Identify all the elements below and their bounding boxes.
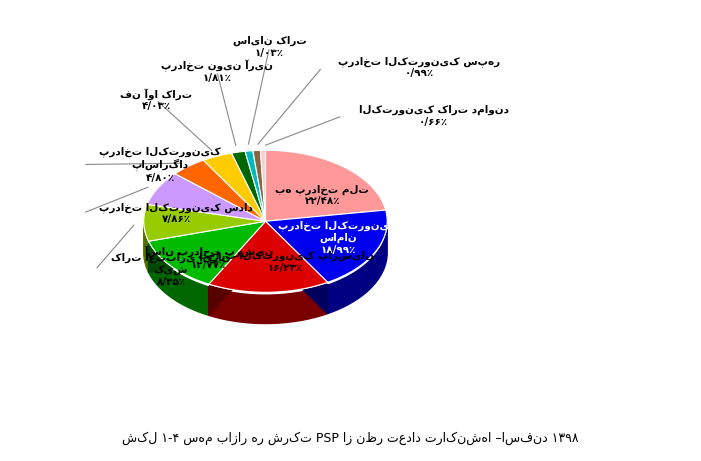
Polygon shape — [245, 151, 266, 221]
Polygon shape — [266, 210, 387, 282]
Polygon shape — [209, 221, 327, 292]
Polygon shape — [175, 160, 266, 221]
Polygon shape — [144, 225, 149, 272]
Polygon shape — [144, 204, 266, 241]
Text: پرداخت نوین آرین
۱/۸۱٪: پرداخت نوین آرین ۱/۸۱٪ — [161, 59, 273, 83]
Polygon shape — [149, 221, 266, 284]
Text: به پرداخت ملت
۲۲/۴۸٪: به پرداخت ملت ۲۲/۴۸٪ — [275, 183, 369, 206]
Polygon shape — [261, 150, 266, 221]
Text: تجارت الکترونیک پارسیان
۱۶/۲۳٪: تجارت الکترونیک پارسیان ۱۶/۲۳٪ — [198, 251, 374, 273]
Polygon shape — [266, 150, 386, 221]
Polygon shape — [266, 150, 386, 221]
Polygon shape — [144, 204, 266, 241]
Text: شکل ۱-۴ سهم بازار هر شرکت PSP از نظر تعداد تراکنش‌ها –اسفند ۱۳۹۸: شکل ۱-۴ سهم بازار هر شرکت PSP از نظر تعد… — [122, 431, 579, 445]
Polygon shape — [231, 151, 266, 221]
Polygon shape — [266, 210, 387, 282]
Text: آسان پرداخت پرشین
۱۲/۷۷٪: آسان پرداخت پرشین ۱۲/۷۷٪ — [144, 246, 273, 270]
Polygon shape — [209, 221, 327, 292]
Polygon shape — [266, 224, 327, 313]
Polygon shape — [253, 150, 266, 221]
Text: پرداخت الکترونیک سپهر
۰/۹۹٪: پرداخت الکترونیک سپهر ۰/۹۹٪ — [339, 56, 501, 78]
Polygon shape — [147, 174, 266, 221]
Polygon shape — [209, 285, 327, 324]
Polygon shape — [209, 224, 266, 315]
Text: کارت اعتباری ایران
کیش
۸/۳۵٪: کارت اعتباری ایران کیش ۸/۳۵٪ — [111, 253, 231, 287]
Polygon shape — [149, 244, 209, 315]
Polygon shape — [231, 151, 266, 221]
Polygon shape — [203, 153, 266, 221]
Polygon shape — [245, 151, 266, 221]
Polygon shape — [149, 224, 266, 272]
Text: فن آوا کارت
۴/۰۳٪: فن آوا کارت ۴/۰۳٪ — [120, 88, 192, 111]
Polygon shape — [149, 224, 266, 272]
Text: پرداخت الکترونیک
پاسارگاد
۴/۸۰٪: پرداخت الکترونیک پاسارگاد ۴/۸۰٪ — [99, 146, 221, 183]
Text: سایان کارت
۱/۰۳٪: سایان کارت ۱/۰۳٪ — [233, 36, 306, 58]
Polygon shape — [266, 224, 327, 313]
Polygon shape — [253, 150, 266, 221]
Text: پرداخت الکترونیک سداد
۷/۸۶٪: پرداخت الکترونیک سداد ۷/۸۶٪ — [99, 202, 253, 225]
Text: الکترونیک کارت دماوند
۰/۶۶٪: الکترونیک کارت دماوند ۰/۶۶٪ — [359, 105, 509, 127]
Polygon shape — [147, 174, 266, 221]
Polygon shape — [175, 160, 266, 221]
Polygon shape — [209, 224, 266, 315]
Polygon shape — [327, 224, 387, 313]
Polygon shape — [261, 150, 266, 221]
Polygon shape — [203, 153, 266, 221]
Polygon shape — [149, 221, 266, 284]
Text: پرداخت الکترونیک
سامان
۱۸/۹۹٪: پرداخت الکترونیک سامان ۱۸/۹۹٪ — [278, 220, 400, 254]
